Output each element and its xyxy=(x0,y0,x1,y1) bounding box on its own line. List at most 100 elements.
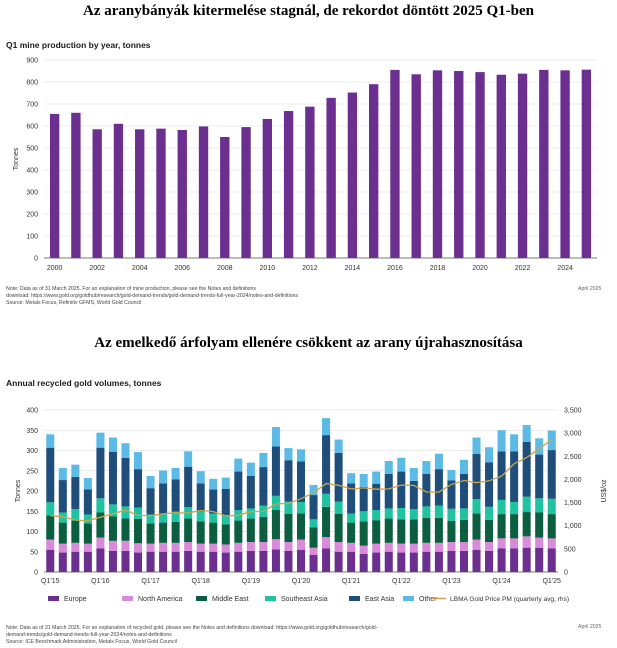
x-tick-label: 2012 xyxy=(302,265,318,272)
bar-segment-middle-east xyxy=(485,519,494,543)
bar-segment-middle-east xyxy=(108,516,117,541)
y-tick-label: 0 xyxy=(34,256,38,263)
bar-segment-middle-east xyxy=(372,520,381,544)
bar-segment-europe xyxy=(271,549,280,572)
bar-segment-europe xyxy=(58,552,67,572)
bar-segment-europe xyxy=(121,550,130,572)
bar-segment-other xyxy=(447,469,456,481)
bar-segment-east-asia xyxy=(547,450,556,499)
bar-segment-north-america xyxy=(309,547,318,555)
bar-segment-other xyxy=(271,427,280,447)
bar-segment-north-america xyxy=(146,543,155,552)
bar-segment-east-asia xyxy=(171,479,180,512)
bar-segment-north-america xyxy=(347,542,356,552)
bar-segment-north-america xyxy=(510,538,519,549)
y-tick-label: 700 xyxy=(26,102,38,109)
bar-segment-europe xyxy=(372,552,381,572)
bar-segment-southeast-asia xyxy=(322,493,331,507)
y-tick-label: 0 xyxy=(34,570,38,577)
bar-segment-north-america xyxy=(535,537,544,548)
x-tick-label: Q1'17 xyxy=(141,578,160,585)
bar-segment-europe xyxy=(322,548,331,572)
y2-tick-label: 2,500 xyxy=(564,454,582,461)
x-tick-label: Q1'15 xyxy=(41,578,60,585)
bar-2010 xyxy=(262,118,273,259)
bar-segment-europe xyxy=(196,551,205,572)
bar-segment-southeast-asia xyxy=(46,502,55,516)
bar-segment-other xyxy=(334,439,343,453)
bar-segment-north-america xyxy=(209,543,218,552)
bar-segment-east-asia xyxy=(184,466,193,508)
bar-2017 xyxy=(411,74,421,258)
bar-segment-southeast-asia xyxy=(71,509,80,521)
bar-segment-north-america xyxy=(497,538,506,549)
bar-segment-middle-east xyxy=(447,520,456,543)
bar-segment-other xyxy=(522,424,531,442)
y-tick-label: 250 xyxy=(26,468,38,475)
bar-segment-other xyxy=(134,452,143,470)
bar-segment-other xyxy=(46,434,55,448)
legend-swatch-middle-east xyxy=(196,596,207,601)
bar-segment-southeast-asia xyxy=(271,495,280,511)
bar-segment-middle-east xyxy=(359,521,368,546)
bar-segment-other xyxy=(422,461,431,474)
x-tick-label: Q1'25 xyxy=(542,578,561,585)
bar-segment-east-asia xyxy=(221,488,230,516)
bar-segment-europe xyxy=(46,549,55,572)
bar-segment-middle-east xyxy=(246,518,255,543)
bar-segment-europe xyxy=(309,554,318,572)
bar-segment-other xyxy=(434,453,443,470)
bar-segment-europe xyxy=(510,548,519,572)
bar-segment-southeast-asia xyxy=(146,514,155,524)
bar-segment-southeast-asia xyxy=(547,498,556,515)
bar-segment-north-america xyxy=(334,542,343,552)
bar-segment-north-america xyxy=(246,542,255,551)
bar-segment-middle-east xyxy=(58,522,67,544)
bar-segment-north-america xyxy=(171,542,180,552)
bar-segment-other xyxy=(121,443,130,458)
y-tick-label: 350 xyxy=(26,428,38,435)
bar-segment-other xyxy=(234,458,243,472)
bar-segment-middle-east xyxy=(234,520,243,543)
bar-2005 xyxy=(156,128,166,258)
bar-segment-middle-east xyxy=(535,512,544,538)
bar-segment-europe xyxy=(459,550,468,572)
bar-segment-north-america xyxy=(459,542,468,551)
bar-segment-middle-east xyxy=(121,518,130,541)
bar-segment-middle-east xyxy=(196,521,205,544)
bar-2011 xyxy=(283,111,294,258)
bar-2000 xyxy=(49,113,60,259)
bar-segment-middle-east xyxy=(296,513,306,540)
bar-segment-other xyxy=(159,470,168,484)
bar-segment-middle-east xyxy=(46,515,55,540)
bar-segment-east-asia xyxy=(271,446,280,496)
bar-2014 xyxy=(347,92,358,258)
bar-2012 xyxy=(305,106,315,258)
x-tick-label: 2008 xyxy=(217,265,233,272)
bar-segment-east-asia xyxy=(58,480,67,513)
chart1-date-stamp: April 2025 xyxy=(578,286,602,292)
bar-segment-europe xyxy=(284,550,293,572)
bar-segment-east-asia xyxy=(46,447,55,503)
x-tick-label: 2014 xyxy=(345,265,361,272)
chart2-note-line2: demand-trends/gold-demand-trends-full-ye… xyxy=(6,632,172,638)
bar-segment-southeast-asia xyxy=(134,507,143,519)
bar-segment-other xyxy=(296,449,306,462)
bar-segment-other xyxy=(322,418,331,436)
x-tick-label: Q1'18 xyxy=(191,578,210,585)
bar-2007 xyxy=(198,126,209,258)
bar-segment-southeast-asia xyxy=(296,501,306,514)
legend-label: East Asia xyxy=(365,596,394,603)
bar-segment-north-america xyxy=(196,543,205,552)
bar-segment-east-asia xyxy=(83,489,92,515)
bar-segment-europe xyxy=(522,547,531,572)
bar-segment-north-america xyxy=(58,543,67,553)
bar-segment-other xyxy=(259,452,268,468)
bar-segment-southeast-asia xyxy=(397,508,406,520)
bar-segment-north-america xyxy=(71,542,80,552)
bar-segment-middle-east xyxy=(510,514,519,539)
bar-segment-southeast-asia xyxy=(196,511,205,522)
bar-segment-middle-east xyxy=(547,514,556,539)
bar-segment-east-asia xyxy=(259,467,268,506)
bar-segment-north-america xyxy=(547,538,556,549)
